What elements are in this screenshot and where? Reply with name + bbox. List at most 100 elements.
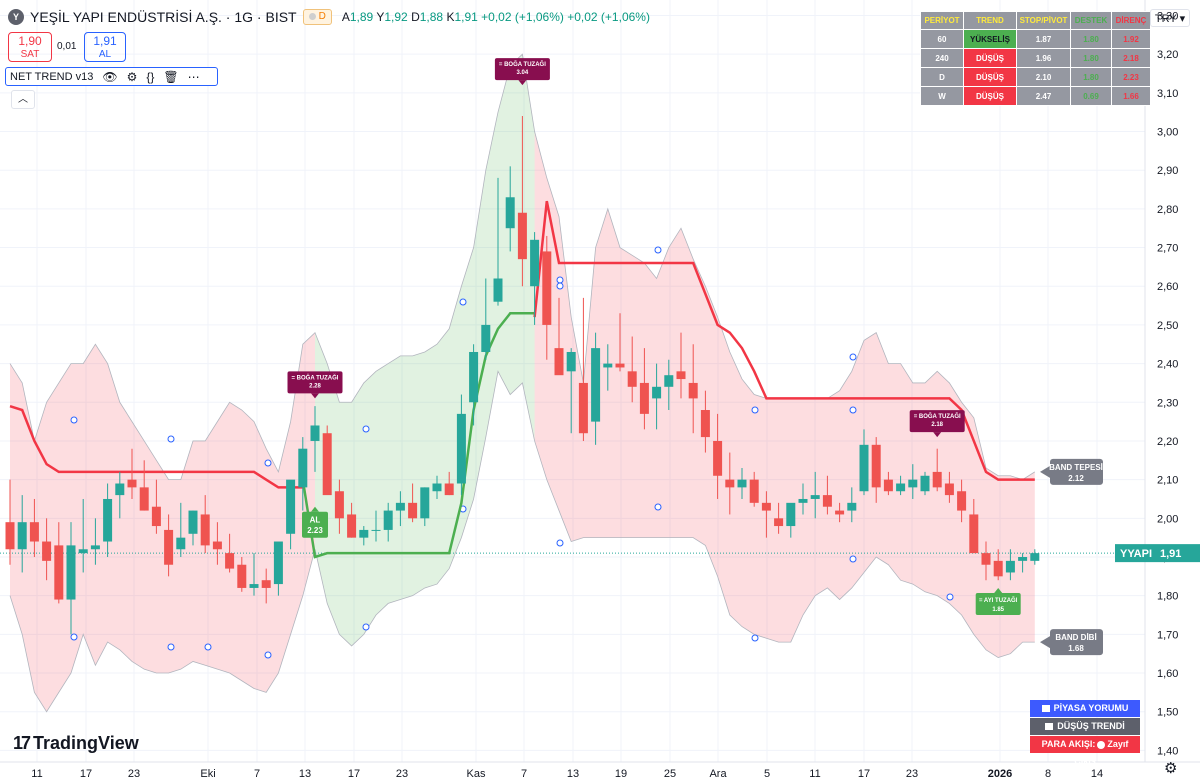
piyasa-yorumu-button[interactable]: PİYASA YORUMU: [1030, 700, 1140, 717]
candle-body: [627, 371, 637, 387]
signal-label: = BOĞA TUZAĞI 2.18: [909, 410, 965, 438]
trash-icon[interactable]: 🗑: [163, 69, 179, 84]
band-upper-line: [9, 53, 1036, 481]
symbol-title[interactable]: YEŞİL YAPI ENDÜSTRİSİ A.Ş. · 1G · BIST: [30, 9, 297, 25]
time-tick-label: Ara: [709, 768, 727, 780]
signal-label-title: = AYI TUZAĞI: [979, 596, 1018, 604]
candle-body: [444, 483, 454, 496]
trend-table-cell: DÜŞÜŞ: [963, 48, 1017, 68]
trend-table-header: DİRENÇ: [1111, 11, 1151, 30]
candle-body: [737, 479, 747, 488]
pivot-point: [556, 539, 564, 547]
signal-label-pointer: [994, 587, 1003, 593]
band-side-label: BAND TEPESİ 2.12: [1040, 458, 1103, 485]
price-tick-label: 2,50: [1157, 320, 1178, 332]
signal-label: = BOĞA TUZAĞI 2.28: [287, 371, 343, 399]
megaphone-icon: [1041, 705, 1050, 713]
signal-label-box: [494, 58, 550, 81]
chevron-up-icon: ︿: [18, 94, 28, 105]
sell-price: 1,90: [18, 34, 42, 48]
settings-icon[interactable]: ⚙: [126, 69, 138, 84]
candle-body: [1005, 560, 1015, 573]
buy-label: AL: [98, 49, 112, 60]
trend-table-header: STOP/PİVOT: [1016, 11, 1071, 30]
tradingview-logo[interactable]: 17 TradingView: [13, 733, 139, 754]
collapse-legend-button[interactable]: ︿: [11, 90, 35, 109]
candle-body: [359, 529, 369, 538]
trend-table-cell: YÜKSELİŞ: [963, 29, 1017, 49]
trend-table-cell: DÜŞÜŞ: [963, 67, 1017, 87]
trend-table: PERİYOT TREND STOP/PİVOT DESTEK DİRENÇ 60 YÜK…: [920, 11, 1151, 106]
trend-table-cell: 1.87: [1016, 29, 1071, 49]
trend-table-cell: 60: [920, 29, 964, 49]
trend-table-row: W DÜŞÜŞ 2.47 0.69 1.66: [920, 86, 1151, 106]
pivot-point: [556, 282, 564, 290]
pivot-point: [264, 651, 272, 659]
currency-selector[interactable]: TRY ▾: [1150, 9, 1190, 27]
trend-table-cell: 2.10: [1016, 67, 1071, 87]
trend-table-header: DESTEK: [1070, 11, 1112, 30]
signal-label-value: 1.85: [992, 607, 1004, 613]
trend-table-header: TREND: [963, 11, 1017, 30]
candle-body: [456, 413, 466, 484]
candle-body: [676, 371, 686, 380]
candle-body: [127, 479, 137, 488]
chart-settings-gear-icon[interactable]: ⚙: [1164, 760, 1178, 777]
candle-body: [237, 564, 247, 588]
chart-icon: [1045, 723, 1054, 731]
price-tick-label: 2,40: [1157, 359, 1178, 371]
data-delay-badge[interactable]: D: [302, 9, 332, 25]
candle-body: [17, 522, 27, 550]
trend-line-up: [301, 312, 535, 559]
candle-body: [481, 324, 491, 352]
time-tick-label: 17: [80, 768, 92, 780]
pivot-point: [556, 276, 564, 284]
trend-table-cell: 1.96: [1016, 48, 1071, 68]
candle-body: [347, 514, 357, 538]
dusus-trendi-button[interactable]: DÜŞÜŞ TRENDİ: [1030, 718, 1140, 735]
candle-body: [249, 584, 259, 588]
candle-body: [639, 382, 649, 414]
band-fill: [534, 131, 1035, 658]
price-tick-label: 1,70: [1157, 629, 1178, 641]
candle-body: [835, 510, 845, 515]
time-tick-label: 5: [764, 768, 770, 780]
spread-value: 0,01: [57, 41, 77, 52]
signal-label-box: [909, 410, 965, 433]
candle-body: [115, 483, 125, 496]
price-tick-label: 2,10: [1157, 475, 1178, 487]
price-tick-label: 2,00: [1157, 513, 1178, 525]
source-code-icon[interactable]: {}: [146, 69, 155, 84]
sell-button[interactable]: 1,90 SAT: [8, 32, 52, 62]
eye-icon[interactable]: 👁: [102, 69, 118, 84]
buy-button[interactable]: 1,91 AL: [84, 32, 126, 62]
indicator-name[interactable]: NET TREND v13: [10, 70, 94, 83]
candle-body: [774, 518, 784, 527]
trend-table-cell: DÜŞÜŞ: [963, 86, 1017, 106]
candle-body: [139, 487, 149, 511]
indicator-legend[interactable]: NET TREND v13 👁 ⚙ {} 🗑 ⋯: [5, 67, 218, 86]
candle-body: [493, 278, 503, 302]
band-side-pointer: [1040, 636, 1050, 649]
candle-body: [993, 560, 1003, 577]
signal-label-value: 2.18: [931, 422, 943, 428]
time-tick-label: 23: [128, 768, 140, 780]
time-tick-label: 13: [299, 768, 311, 780]
more-icon[interactable]: ⋯: [187, 69, 200, 84]
time-axis-bg: [0, 762, 1200, 783]
circle-icon: [1097, 740, 1106, 749]
candle-body: [334, 491, 344, 519]
band-side-pointer: [1040, 465, 1050, 478]
close-label: K: [446, 10, 455, 24]
trend-table-cell: 1.80: [1070, 29, 1112, 49]
signal-label-title: = BOĞA TUZAĞI: [499, 60, 546, 68]
trend-table-cell: 2.23: [1111, 67, 1151, 87]
signal-label-title: = BOĞA TUZAĞI: [914, 412, 961, 420]
candle-body: [871, 444, 881, 488]
candle-body: [188, 510, 198, 534]
time-tick-label: Eki: [200, 768, 215, 780]
candle-body: [652, 386, 662, 399]
candle-body: [408, 502, 418, 519]
candle-body: [700, 410, 710, 438]
